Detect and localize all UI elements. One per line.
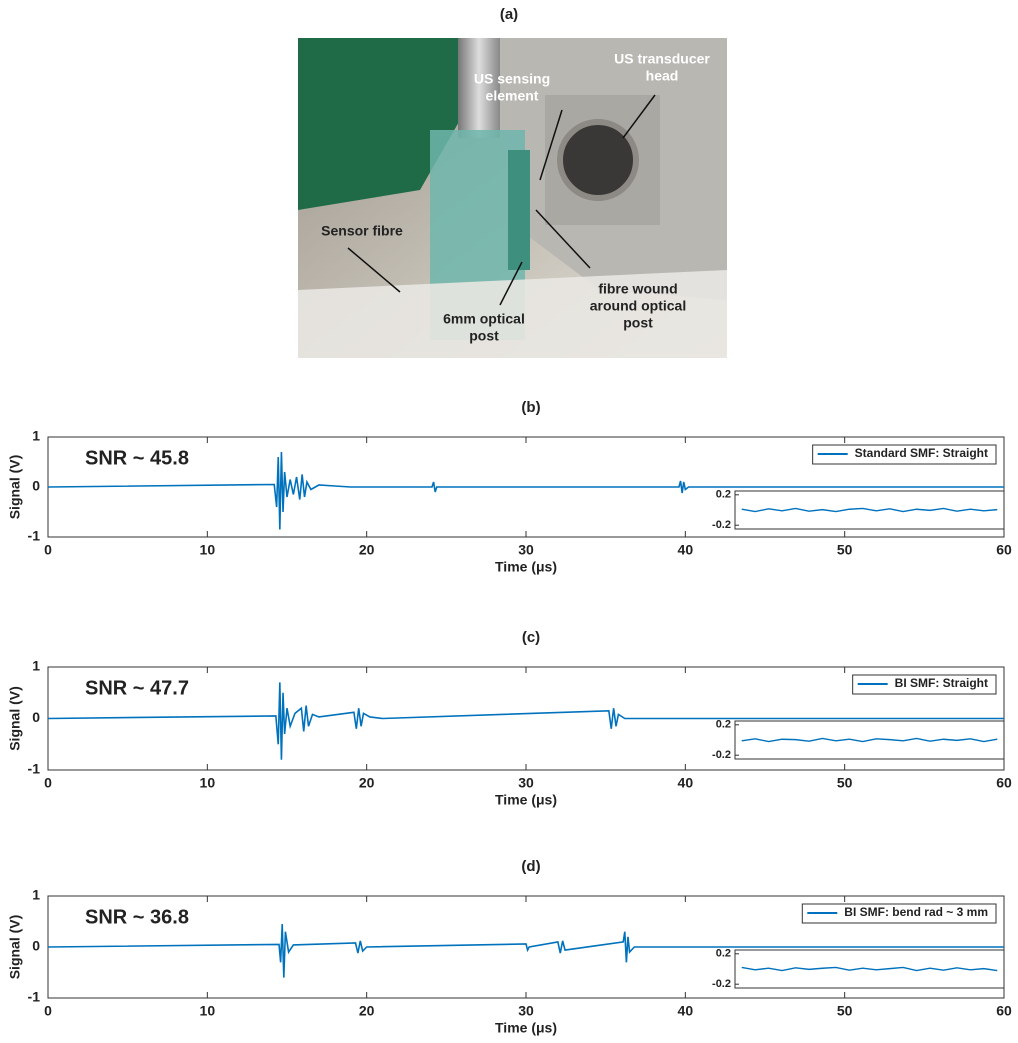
y-tick-label: 1 [32,658,40,674]
x-axis-label: Time (μs) [495,792,557,808]
photo-annotation: 6mm optical [443,311,525,327]
photo-annotation: US sensing [474,71,550,87]
x-tick-label: 20 [359,1003,375,1019]
photo-annotation: head [646,68,679,84]
x-tick-label: 0 [44,1003,52,1019]
x-tick-label: 60 [996,542,1012,558]
snr-annotation: SNR ~ 36.8 [85,906,189,928]
inset-y-tick-label: 0.2 [716,948,731,960]
x-tick-label: 0 [44,542,52,558]
x-tick-label: 40 [678,542,694,558]
y-axis-label: Signal (V) [7,686,23,751]
y-tick-label: -1 [28,528,41,544]
photo-annotation: post [623,315,653,331]
x-tick-label: 10 [200,775,216,791]
x-tick-label: 60 [996,775,1012,791]
legend-label: Standard SMF: Straight [855,446,988,460]
x-tick-label: 40 [678,1003,694,1019]
x-tick-label: 10 [200,542,216,558]
panel-label: (b) [521,399,540,416]
inset-y-tick-label: -0.2 [712,978,731,990]
inset-y-tick-label: -0.2 [712,519,731,531]
y-tick-label: 1 [32,887,40,903]
photo-annotation: fibre wound [598,281,677,297]
legend: BI SMF: Straight [853,675,996,694]
photo-annotation: around optical [590,298,686,314]
x-tick-label: 50 [837,1003,853,1019]
x-tick-label: 30 [518,775,534,791]
x-tick-label: 20 [359,775,375,791]
y-tick-label: 0 [32,938,40,954]
panel-label: (a) [500,6,518,23]
x-tick-label: 40 [678,775,694,791]
y-axis-label: Signal (V) [7,455,23,520]
x-tick-label: 10 [200,1003,216,1019]
x-tick-label: 20 [359,542,375,558]
x-tick-label: 50 [837,775,853,791]
inset-y-tick-label: -0.2 [712,749,731,761]
inset-y-tick-label: 0.2 [716,489,731,501]
y-tick-label: -1 [28,989,41,1005]
x-axis-label: Time (μs) [495,1020,557,1036]
photo-annotation: Sensor fibre [321,223,403,239]
x-tick-label: 30 [518,542,534,558]
snr-annotation: SNR ~ 45.8 [85,447,189,469]
x-axis-label: Time (μs) [495,559,557,575]
legend: BI SMF: bend rad ~ 3 mm [802,904,996,923]
legend: Standard SMF: Straight [813,445,996,464]
x-tick-label: 50 [837,542,853,558]
y-tick-label: 0 [32,709,40,725]
figure: (a) US sensingelement US transducerhead Se… [0,0,1018,1043]
photo-annotation: US transducer [614,51,710,67]
legend-label: BI SMF: bend rad ~ 3 mm [844,905,988,919]
panel-label: (d) [521,858,540,875]
photo-fibre-post [508,150,530,270]
photo-annotation: post [469,328,499,344]
snr-annotation: SNR ~ 47.7 [85,677,189,699]
y-axis-label: Signal (V) [7,915,23,980]
panel-label: (c) [522,629,540,646]
legend-label: BI SMF: Straight [895,676,988,690]
photo-annotation: element [486,88,539,104]
y-tick-label: 1 [32,428,40,444]
x-tick-label: 0 [44,775,52,791]
y-tick-label: 0 [32,478,40,494]
inset-y-tick-label: 0.2 [716,719,731,731]
x-tick-label: 60 [996,1003,1012,1019]
photo-transducer [560,122,636,198]
x-tick-label: 30 [518,1003,534,1019]
y-tick-label: -1 [28,761,41,777]
